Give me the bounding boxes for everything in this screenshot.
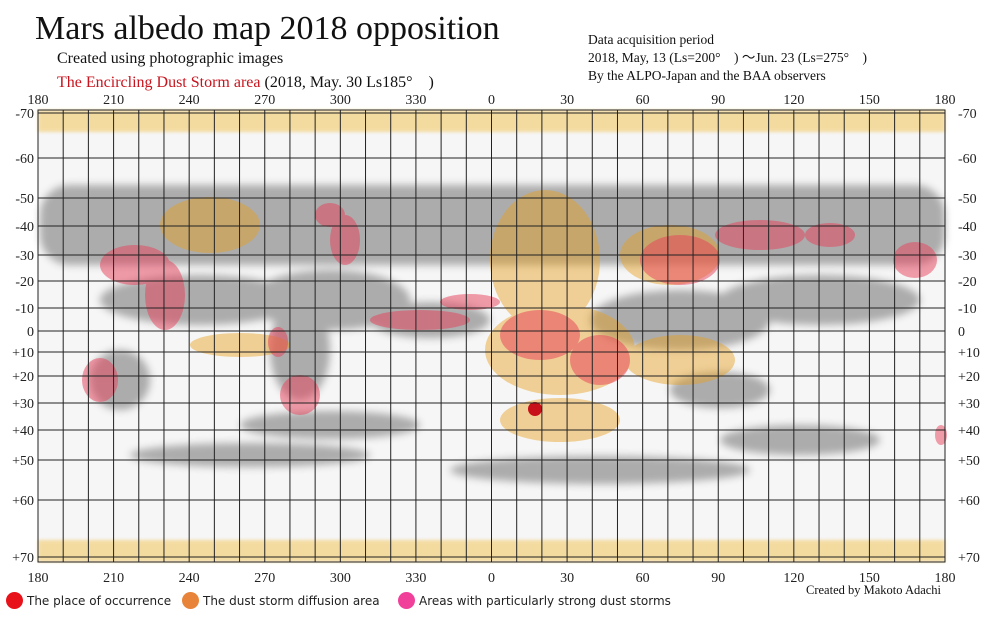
longitude-label: 180 (935, 571, 956, 586)
longitude-label: 30 (560, 571, 574, 586)
credit: Created by Makoto Adachi (806, 583, 942, 597)
latitude-label: +70 (12, 551, 34, 566)
longitude-label: 150 (859, 93, 880, 108)
legend-label: The dust storm diffusion area (203, 593, 380, 608)
latitude-label: -10 (958, 302, 977, 317)
pink-dot-icon (398, 592, 415, 609)
red-dot-icon (6, 592, 23, 609)
storm-date: (2018, May. 30 Ls185° ) (264, 74, 434, 91)
longitude-label: 180 (935, 93, 956, 108)
map-title: Mars albedo map 2018 opposition (35, 10, 500, 47)
subtitle: Created using photographic images (57, 50, 284, 67)
latitude-label: +40 (12, 424, 34, 439)
longitude-label: 330 (405, 93, 426, 108)
latitude-label: +30 (12, 397, 34, 412)
latitude-label: -20 (958, 275, 977, 290)
acquisition-dates: 2018, May, 13 (Ls=200° ) ～Jun. 23 (Ls=27… (588, 50, 868, 65)
longitude-label: 240 (179, 93, 200, 108)
latitude-label: +10 (12, 346, 34, 361)
storm-caption: The Encircling Dust Storm area (2018, Ma… (57, 68, 434, 92)
latitude-label: +50 (958, 454, 980, 469)
legend-item-occurrence: The place of occurrence (6, 592, 171, 609)
longitude-label: 60 (636, 93, 650, 108)
longitude-label: 120 (783, 93, 804, 108)
map-grid (37, 109, 946, 563)
latitude-label: +60 (12, 494, 34, 509)
longitude-label: 270 (254, 571, 275, 586)
latitude-label: +10 (958, 346, 980, 361)
longitude-label: 210 (103, 571, 124, 586)
latitude-label: +40 (958, 424, 980, 439)
storm-label: The Encircling Dust Storm area (57, 74, 261, 91)
latitude-label: -70 (15, 107, 34, 122)
latitude-label: -60 (958, 152, 977, 167)
longitude-label: 90 (711, 571, 725, 586)
legend-label: The place of occurrence (27, 593, 172, 608)
longitude-label: 240 (179, 571, 200, 586)
latitude-label: 0 (27, 325, 34, 340)
longitude-label: 180 (28, 571, 49, 586)
latitude-label: -20 (15, 275, 34, 290)
dust-storm-origin (528, 402, 542, 416)
latitude-label: -30 (958, 249, 977, 264)
longitude-label: 210 (103, 93, 124, 108)
latitude-label: -10 (15, 302, 34, 317)
latitude-label: +20 (958, 370, 980, 385)
latitude-label: -70 (958, 107, 977, 122)
longitude-label: 30 (560, 93, 574, 108)
longitude-label: 300 (330, 571, 351, 586)
longitude-label: 120 (783, 571, 804, 586)
latitude-label: +30 (958, 397, 980, 412)
latitude-label: -50 (15, 192, 34, 207)
longitude-label: 60 (636, 571, 650, 586)
latitude-label: +70 (958, 551, 980, 566)
strong-dust-areas (82, 203, 947, 445)
latitude-label: -50 (958, 192, 977, 207)
legend-item-diffusion: The dust storm diffusion area (182, 592, 380, 609)
longitude-label: 0 (488, 93, 495, 108)
longitude-label: 150 (859, 571, 880, 586)
map-border (37, 109, 946, 563)
legend-label: Areas with particularly strong dust stor… (419, 593, 671, 608)
acquisition-info: Data acquisition period 2018, May, 13 (L… (588, 31, 867, 85)
longitude-label: 270 (254, 93, 275, 108)
acquisition-observers: By the ALPO-Japan and the BAA observers (588, 68, 826, 83)
latitude-label: +20 (12, 370, 34, 385)
longitude-label: 0 (488, 571, 495, 586)
longitude-label: 180 (28, 93, 49, 108)
orange-dot-icon (182, 592, 199, 609)
latitude-label: -40 (15, 220, 34, 235)
legend-item-strong: Areas with particularly strong dust stor… (398, 592, 671, 609)
latitude-label: 0 (958, 325, 965, 340)
latitude-label: -30 (15, 249, 34, 264)
longitude-label: 330 (405, 571, 426, 586)
latitude-label: +60 (958, 494, 980, 509)
acquisition-heading: Data acquisition period (588, 32, 714, 47)
axis-labels: 1801802102102402402702703003003303300030… (12, 93, 980, 586)
latitude-label: -60 (15, 152, 34, 167)
longitude-label: 300 (330, 93, 351, 108)
latitude-label: +50 (12, 454, 34, 469)
latitude-label: -40 (958, 220, 977, 235)
longitude-label: 90 (711, 93, 725, 108)
